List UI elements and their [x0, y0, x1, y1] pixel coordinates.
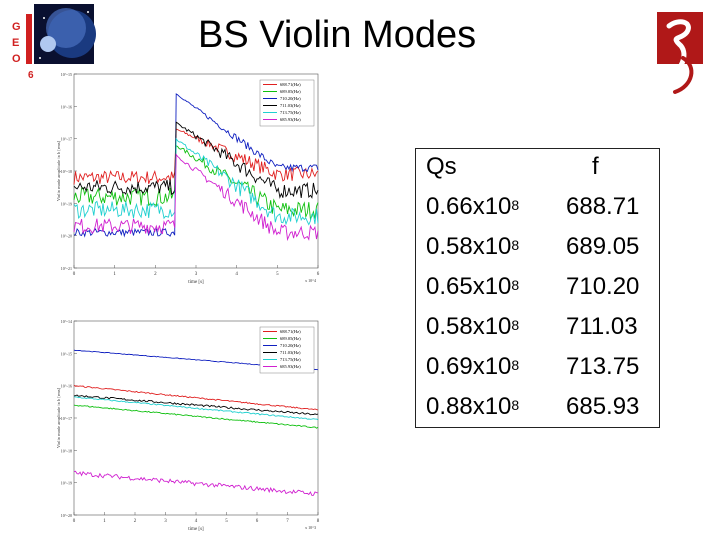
- geo-logo-moon: [40, 36, 56, 52]
- geo-logo-letter-o: O: [12, 53, 21, 65]
- geo-logo: G E O 6: [0, 0, 100, 82]
- x-tick-label: 7: [286, 519, 289, 524]
- series-line-1: [73, 144, 319, 221]
- x-multiplier: x 10^4: [305, 278, 316, 283]
- legend-label-2: 710.20(Hz): [280, 343, 301, 348]
- y-tick-label: 10^-16: [61, 104, 72, 109]
- table-header-row: Qs f: [416, 153, 661, 187]
- table-row: 0.69x108 713.75: [416, 353, 661, 387]
- f-value: 713.75: [566, 353, 640, 380]
- x-axis-label: time [s]: [188, 527, 204, 532]
- legend-box: [259, 79, 315, 127]
- x-axis-label: time [s]: [188, 280, 204, 285]
- x-tick-label: 4: [195, 519, 198, 524]
- legend-box: [259, 326, 315, 374]
- x-tick-label: 2: [134, 519, 137, 524]
- table-row: 0.58x108 711.03: [416, 313, 661, 347]
- institution-logo: [653, 12, 707, 98]
- geo-logo-letter-g: G: [12, 21, 21, 33]
- y-tick-label: 10^-21: [61, 266, 72, 271]
- legend-label-4: 713.75(Hz): [280, 110, 301, 115]
- x-tick-label: 3: [164, 519, 167, 524]
- geo-logo-letter-6: 6: [28, 70, 34, 81]
- legend-label-3: 711.03(Hz): [280, 350, 301, 355]
- series-line-4: [73, 396, 319, 421]
- legend-label-0: 688.71(Hz): [280, 329, 301, 334]
- y-tick-label: 10^-18: [61, 448, 72, 453]
- y-tick-label: 10^-14: [61, 319, 72, 324]
- legend-label-5: 685.93(Hz): [280, 364, 301, 369]
- geo-logo-graphic: G E O 6: [12, 4, 96, 81]
- chart-ringdown-top: 10^-21 10^-20 10^-19 10^-18 10^-17 10^-16 10^-…: [54, 66, 324, 290]
- y-tick-label: 10^-15: [61, 72, 72, 77]
- legend-label-2: 710.20(Hz): [280, 96, 301, 101]
- series-line-2: [73, 93, 319, 238]
- y-tick-label: 10^-20: [61, 513, 72, 518]
- y-tick-label: 10^-20: [61, 234, 72, 239]
- y-tick-label: 10^-16: [61, 384, 72, 389]
- f-value: 711.03: [566, 313, 638, 340]
- x-tick-label: 1: [113, 272, 116, 277]
- table-row: 0.58x108 689.05: [416, 233, 661, 267]
- legend-label-3: 711.03(Hz): [280, 103, 301, 108]
- header-q: Qs: [426, 153, 457, 180]
- series-line-5: [73, 153, 319, 242]
- series-line-3: [73, 394, 319, 416]
- series-line-5: [73, 470, 319, 496]
- f-value: 685.93: [566, 393, 640, 420]
- x-tick-label: 5: [225, 519, 228, 524]
- f-value: 689.05: [566, 233, 640, 260]
- series-line-0: [73, 384, 319, 411]
- table-row: 0.65x108 710.20: [416, 273, 661, 307]
- chart-ringdown-top-svg: 10^-21 10^-20 10^-19 10^-18 10^-17 10^-16 10^-…: [56, 72, 320, 285]
- geo-logo-red-bar: [26, 14, 32, 64]
- y-tick-label: 10^-19: [61, 481, 72, 486]
- chart-ringdown-bottom: 10^-20 10^-19 10^-18 10^-17 10^-16 10^-15 10^-…: [54, 313, 324, 537]
- legend-label-0: 688.71(Hz): [280, 82, 301, 87]
- x-tick-label: 6: [256, 519, 259, 524]
- x-tick-label: 5: [276, 272, 279, 277]
- chart-ringdown-bottom-svg: 10^-20 10^-19 10^-18 10^-17 10^-16 10^-15 10^-…: [56, 319, 320, 532]
- y-tick-label: 10^-15: [61, 351, 72, 356]
- series-line-4: [73, 137, 319, 226]
- table-row: 0.88x108 685.93: [416, 393, 661, 427]
- x-tick-label: 8: [317, 519, 320, 524]
- y-axis-label: Violin mode amplitude in h [rms]: [56, 140, 61, 201]
- geo-logo-letter-e: E: [12, 37, 19, 49]
- y-tick-label: 10^-17: [61, 137, 72, 142]
- y-axis-label: Violin mode amplitude in h [rms]: [56, 387, 61, 448]
- legend-label-5: 685.93(Hz): [280, 117, 301, 122]
- legend-label-1: 689.05(Hz): [280, 336, 301, 341]
- x-tick-label: 0: [73, 519, 76, 524]
- x-tick-label: 1: [103, 519, 106, 524]
- x-tick-label: 6: [317, 272, 320, 277]
- legend-label-4: 713.75(Hz): [280, 357, 301, 362]
- f-value: 710.20: [566, 273, 640, 300]
- slide-title: BS Violin Modes: [198, 14, 477, 56]
- header-f: f: [592, 153, 599, 180]
- x-tick-label: 4: [235, 272, 238, 277]
- q-value: 0.58x108: [426, 313, 520, 340]
- x-tick-label: 0: [73, 272, 76, 277]
- q-value: 0.58x108: [426, 233, 520, 260]
- series-line-3: [73, 121, 319, 199]
- x-tick-label: 3: [195, 272, 198, 277]
- y-tick-label: 10^-19: [61, 201, 72, 206]
- y-tick-label: 10^-18: [61, 169, 72, 174]
- q-value: 0.66x108: [426, 193, 520, 220]
- q-frequency-table: Qs f 0.66x108 688.71 0.58x108 689.05 0.6…: [415, 148, 660, 428]
- table-row: 0.66x108 688.71: [416, 193, 661, 227]
- series-line-1: [73, 404, 319, 429]
- legend-label-1: 689.05(Hz): [280, 89, 301, 94]
- q-value: 0.88x108: [426, 393, 520, 420]
- q-value: 0.65x108: [426, 273, 520, 300]
- f-value: 688.71: [566, 193, 640, 220]
- x-tick-label: 2: [154, 272, 157, 277]
- q-value: 0.69x108: [426, 353, 520, 380]
- x-multiplier: x 10^3: [305, 525, 316, 530]
- y-tick-label: 10^-17: [61, 416, 72, 421]
- series-line-0: [73, 128, 319, 186]
- geo-logo-planet-highlight: [46, 8, 86, 48]
- institution-logo-graphic: [656, 12, 703, 97]
